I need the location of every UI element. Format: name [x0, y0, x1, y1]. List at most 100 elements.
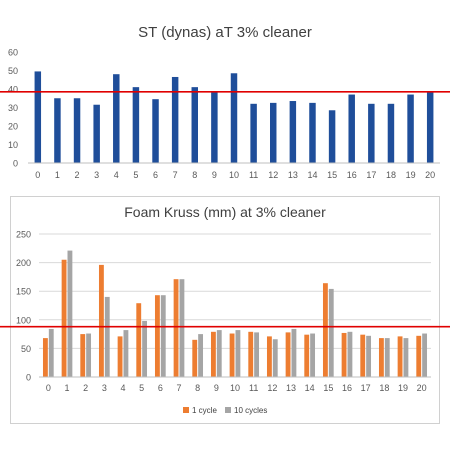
st-y-tick-label: 50	[8, 66, 18, 76]
st-bar	[211, 91, 218, 163]
st-x-tick-label: 3	[94, 170, 99, 180]
st-bar	[270, 102, 277, 163]
st-x-tick-label: 6	[153, 170, 158, 180]
st-x-tick-label: 10	[229, 170, 239, 180]
foam-legend: 1 cycle 10 cycles	[183, 406, 267, 415]
st-x-tick-label: 12	[268, 170, 278, 180]
st-x-tick-label: 17	[366, 170, 376, 180]
foam-bar-1-cycle	[136, 303, 142, 377]
foam-bar-10-cycles	[328, 288, 334, 377]
foam-x-tick-label: 17	[361, 383, 371, 393]
foam-bar-10-cycles	[366, 335, 372, 377]
foam-x-tick-label: 0	[46, 383, 51, 393]
st-x-tick-label: 0	[35, 170, 40, 180]
foam-x-tick-label: 11	[249, 383, 258, 393]
foam-bar-10-cycles	[123, 330, 129, 377]
foam-x-tick-label: 20	[417, 383, 427, 393]
st-x-tick-label: 19	[406, 170, 416, 180]
legend-label-1-cycle: 1 cycle	[192, 406, 217, 415]
foam-bar-1-cycle	[266, 336, 272, 377]
foam-bar-1-cycle	[80, 334, 86, 377]
foam-bar-10-cycles	[347, 331, 353, 377]
st-bar	[289, 101, 297, 163]
st-chart: ST (dynas) aT 3% cleaner 0 10 20 30 40 50 60 0…	[0, 24, 450, 180]
foam-chart-frame: Foam Kruss (mm) at 3% cleaner 0 50 100 150 2…	[10, 196, 440, 424]
foam-bar-10-cycles	[216, 330, 222, 377]
st-x-tick-label: 20	[425, 170, 435, 180]
st-bar	[54, 98, 61, 163]
foam-bar-1-cycle	[341, 332, 347, 377]
st-x-tick-label: 13	[288, 170, 298, 180]
foam-y-tick-label: 200	[16, 258, 31, 268]
foam-bar-10-cycles	[67, 250, 73, 377]
foam-x-tick-label: 2	[83, 383, 88, 393]
st-x-tick-label: 16	[347, 170, 357, 180]
st-chart-title: ST (dynas) aT 3% cleaner	[138, 24, 312, 41]
st-x-tick-label: 1	[55, 170, 60, 180]
st-x-tick-label: 4	[114, 170, 119, 180]
foam-bar-1-cycle	[322, 283, 328, 377]
st-y-tick-label: 60	[8, 48, 18, 58]
foam-x-tick-label: 15	[323, 383, 333, 393]
foam-bar-10-cycles	[254, 332, 260, 377]
foam-x-tick-label: 13	[286, 383, 296, 393]
foam-bar-10-cycles	[179, 279, 185, 377]
foam-bar-10-cycles	[422, 333, 428, 377]
foam-x-tick-label: 16	[342, 383, 352, 393]
foam-x-tick-label: 4	[120, 383, 125, 393]
st-x-tick-label: 18	[386, 170, 396, 180]
foam-bar-10-cycles	[403, 338, 409, 377]
st-bar	[348, 94, 355, 163]
foam-bar-1-cycle	[192, 339, 198, 377]
st-bar	[191, 87, 198, 163]
foam-y-tick-label: 250	[16, 230, 31, 240]
foam-bar-1-cycle	[210, 331, 216, 377]
st-y-tick-label: 30	[8, 103, 18, 113]
st-x-tick-label: 15	[327, 170, 337, 180]
st-bar	[34, 71, 42, 163]
foam-x-tick-label: 8	[195, 383, 200, 393]
st-x-tick-label: 5	[133, 170, 138, 180]
foam-y-tick-label: 150	[16, 287, 31, 297]
foam-bar-1-cycle	[285, 332, 291, 377]
foam-bar-10-cycles	[48, 328, 54, 377]
foam-x-tick-label: 10	[230, 383, 240, 393]
st-bar	[368, 103, 375, 163]
foam-bar-10-cycles	[310, 333, 316, 377]
foam-bar-1-cycle	[98, 264, 104, 377]
st-y-tick-label: 40	[8, 85, 18, 95]
st-bar	[250, 103, 257, 163]
foam-bar-10-cycles	[86, 333, 92, 377]
foam-x-tick-label: 7	[176, 383, 181, 393]
foam-x-tick-label: 12	[267, 383, 277, 393]
foam-bar-1-cycle	[397, 336, 403, 377]
foam-bar-1-cycle	[154, 295, 160, 377]
st-bar	[328, 110, 336, 163]
foam-y-tick-label: 0	[26, 373, 31, 383]
foam-bar-10-cycles	[160, 295, 166, 377]
st-x-tick-label: 7	[173, 170, 178, 180]
foam-x-tick-label: 19	[398, 383, 408, 393]
foam-x-tick-label: 9	[214, 383, 219, 393]
foam-x-tick-label: 14	[305, 383, 315, 393]
foam-bar-1-cycle	[61, 259, 67, 377]
foam-bar-10-cycles	[198, 334, 204, 377]
st-x-tick-label: 2	[75, 170, 80, 180]
legend-label-10-cycles: 10 cycles	[234, 406, 267, 415]
st-y-tick-label: 0	[13, 159, 18, 169]
foam-bar-10-cycles	[291, 328, 297, 377]
st-bar	[309, 102, 316, 163]
foam-bar-1-cycle	[229, 333, 235, 377]
st-bar	[73, 98, 81, 163]
foam-bar-10-cycles	[272, 339, 278, 377]
foam-x-tick-label: 5	[139, 383, 144, 393]
st-bar	[113, 74, 120, 163]
legend-swatch-10-cycles	[225, 407, 231, 413]
st-bar	[152, 99, 159, 163]
foam-bar-1-cycle	[42, 338, 48, 377]
st-bar	[407, 94, 414, 163]
st-bar	[387, 103, 395, 163]
st-y-tick-label: 20	[8, 122, 18, 132]
foam-bar-1-cycle	[173, 279, 179, 377]
foam-y-tick-label: 50	[21, 344, 31, 354]
